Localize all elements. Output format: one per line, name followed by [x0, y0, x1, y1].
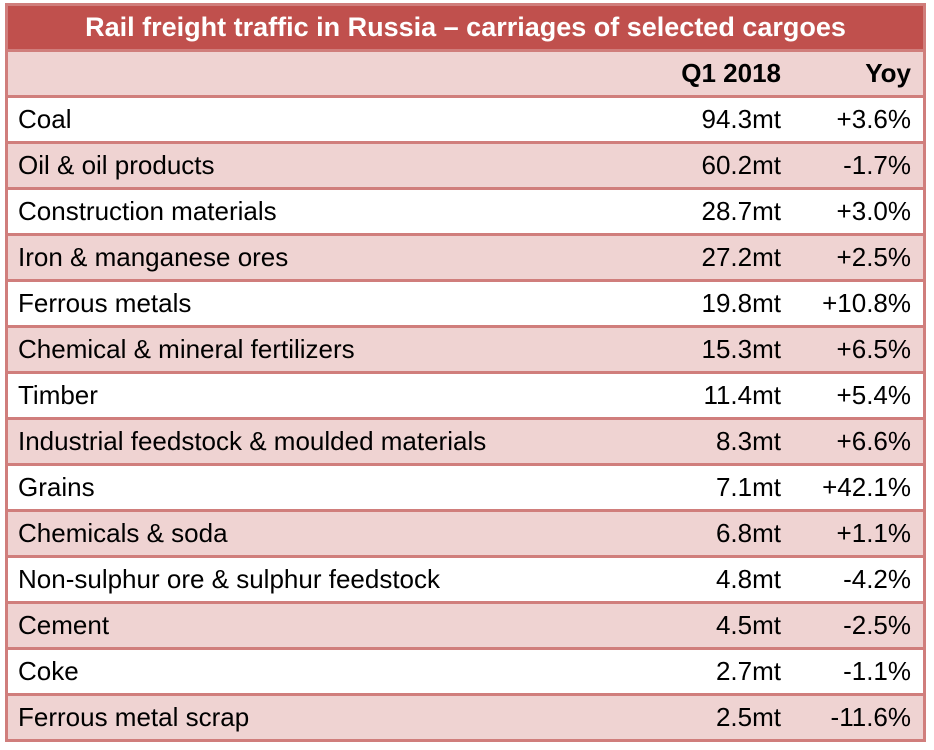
table-title: Rail freight traffic in Russia – carriag… — [8, 6, 923, 49]
cargo-cell: Coal — [18, 104, 72, 134]
table-header-row: Q1 2018 Yoy — [8, 52, 923, 95]
yoy-cell: +6.6% — [836, 426, 911, 456]
table-row: Grains 7.1mt +42.1% — [8, 466, 923, 509]
cargo-cell: Grains — [18, 472, 95, 502]
yoy-cell: +6.5% — [836, 334, 911, 364]
yoy-cell: +10.8% — [822, 288, 911, 318]
yoy-cell: +3.6% — [836, 104, 911, 134]
q1-2018-cell: 27.2mt — [701, 242, 782, 272]
yoy-cell: -11.6% — [830, 702, 911, 732]
q1-2018-cell: 6.8mt — [715, 518, 781, 548]
table-row: Industrial feedstock & moulded materials… — [8, 420, 923, 463]
q1-2018-cell: 11.4mt — [703, 380, 781, 410]
table-row: Ferrous metals 19.8mt +10.8% — [8, 282, 923, 325]
cargo-cell: Ferrous metal scrap — [18, 702, 250, 732]
q1-2018-cell: 4.8mt — [715, 564, 781, 594]
q1-2018-cell: 94.3mt — [701, 104, 782, 134]
yoy-cell: -2.5% — [843, 610, 911, 640]
q1-2018-cell: 19.8mt — [701, 288, 782, 318]
yoy-cell: -1.7% — [843, 150, 911, 180]
cargo-cell: Iron & manganese ores — [18, 242, 289, 272]
table-row: Ferrous metal scrap 2.5mt -11.6% — [8, 696, 923, 739]
q1-2018-cell: 8.3mt — [715, 426, 781, 456]
yoy-cell: -1.1% — [843, 656, 911, 686]
q1-2018-cell: 15.3mt — [701, 334, 782, 364]
cargo-cell: Coke — [18, 656, 79, 686]
cargo-cell: Chemicals & soda — [18, 518, 228, 548]
table-row: Non-sulphur ore & sulphur feedstock 4.8mt… — [8, 558, 923, 601]
q1-2018-cell: 4.5mt — [715, 610, 781, 640]
yoy-cell: -4.2% — [843, 564, 911, 594]
yoy-cell: +5.4% — [836, 380, 911, 410]
q1-2018-cell: 2.5mt — [715, 702, 781, 732]
table-row: Coke 2.7mt -1.1% — [8, 650, 923, 693]
table-row: Cement 4.5mt -2.5% — [8, 604, 923, 647]
cargo-cell: Construction materials — [18, 196, 277, 226]
header-yoy: Yoy — [865, 58, 911, 88]
q1-2018-cell: 28.7mt — [701, 196, 782, 226]
cargo-cell: Non-sulphur ore & sulphur feedstock — [18, 564, 441, 594]
cargo-cell: Chemical & mineral fertilizers — [18, 334, 355, 364]
q1-2018-cell: 60.2mt — [701, 150, 782, 180]
q1-2018-cell: 7.1mt — [715, 472, 781, 502]
cargo-cell: Oil & oil products — [18, 150, 215, 180]
table-row: Construction materials 28.7mt +3.0% — [8, 190, 923, 233]
table-row: Oil & oil products 60.2mt -1.7% — [8, 144, 923, 187]
q1-2018-cell: 2.7mt — [715, 656, 781, 686]
header-q1-2018: Q1 2018 — [681, 58, 781, 88]
table-row: Chemical & mineral fertilizers 15.3mt +6.5… — [8, 328, 923, 371]
table-row: Iron & manganese ores 27.2mt +2.5% — [8, 236, 923, 279]
table-row: Chemicals & soda 6.8mt +1.1% — [8, 512, 923, 555]
table-row: Timber 11.4mt +5.4% — [8, 374, 923, 417]
yoy-cell: +3.0% — [836, 196, 911, 226]
yoy-cell: +42.1% — [822, 472, 911, 502]
cargo-cell: Timber — [18, 380, 98, 410]
yoy-cell: +2.5% — [836, 242, 911, 272]
table-row: Coal 94.3mt +3.6% — [8, 98, 923, 141]
cargo-cell: Ferrous metals — [18, 288, 192, 318]
freight-table: Rail freight traffic in Russia – carriag… — [5, 3, 926, 742]
cargo-cell: Cement — [18, 610, 110, 640]
cargo-cell: Industrial feedstock & moulded materials — [18, 426, 487, 456]
yoy-cell: +1.1% — [836, 518, 911, 548]
